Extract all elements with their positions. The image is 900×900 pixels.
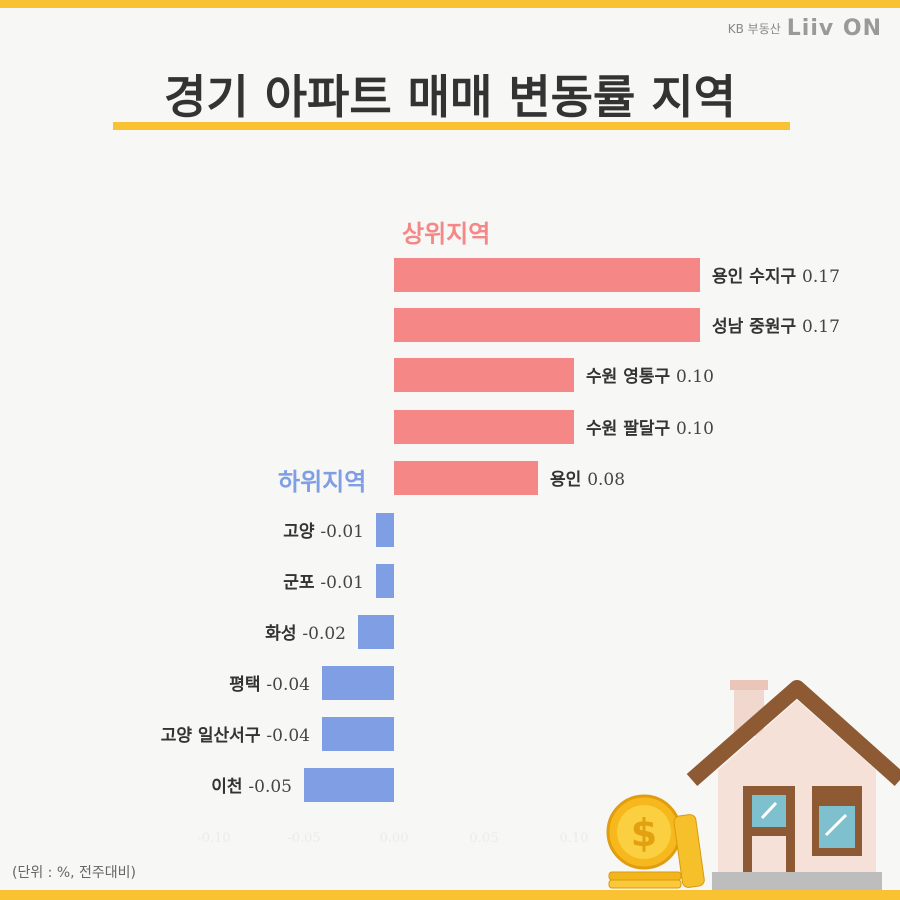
bar-label: 용인 0.08 (550, 470, 625, 490)
house-chimney-cap (730, 680, 768, 690)
value-label: 0.17 (802, 317, 840, 337)
bar (394, 461, 538, 495)
category-label: 성남 중원구 (712, 317, 802, 337)
house-roof (686, 680, 900, 787)
brand-logo: KB 부동산 Liiv ON (728, 16, 882, 41)
value-label: -0.04 (266, 675, 310, 695)
bar (322, 666, 394, 700)
value-label: -0.02 (302, 624, 346, 644)
bar-label: 이천 -0.05 (211, 777, 292, 797)
value-label: 0.17 (802, 267, 840, 287)
value-label: 0.10 (676, 419, 714, 439)
category-label: 이천 (211, 777, 248, 797)
bar-label: 고양 -0.01 (283, 522, 364, 542)
house-base (712, 872, 882, 890)
page-title: 경기 아파트 매매 변동률 지역 (164, 70, 736, 124)
brand-app: Liiv ON (786, 16, 882, 41)
category-label: 고양 일산서구 (161, 726, 267, 746)
x-tick-label: 0.00 (380, 831, 409, 846)
bar-label: 화성 -0.02 (265, 624, 346, 644)
value-label: 0.08 (587, 470, 625, 490)
door-shine (760, 801, 778, 820)
dollar-sign-icon: $ (631, 811, 657, 855)
value-label: -0.01 (320, 573, 364, 593)
bottom-accent-bar (0, 890, 900, 900)
bar-label: 고양 일산서구 -0.04 (161, 726, 310, 746)
bar (376, 564, 394, 598)
value-label: -0.01 (320, 522, 364, 542)
x-tick-label: 0.10 (560, 831, 589, 846)
window-shine (824, 813, 848, 837)
bar (376, 513, 394, 547)
category-label: 화성 (265, 624, 302, 644)
category-label: 고양 (283, 522, 320, 542)
bar-label: 수원 팔달구 0.10 (586, 418, 714, 439)
bar (304, 768, 394, 802)
x-tick-label: -0.10 (197, 831, 230, 846)
bar (358, 615, 394, 649)
brand-company: KB 부동산 (727, 22, 781, 36)
title-underline (113, 122, 790, 130)
value-label: -0.04 (266, 726, 310, 746)
category-label: 용인 수지구 (712, 267, 802, 287)
bar (394, 308, 700, 342)
category-label: 군포 (283, 573, 320, 593)
bar-label: 평택 -0.04 (229, 675, 310, 695)
coin-face (617, 805, 671, 859)
group-label-bottom: 하위지역 (278, 468, 366, 496)
coin-stack (608, 879, 682, 889)
category-label: 평택 (229, 675, 266, 695)
value-label: -0.05 (248, 777, 292, 797)
house-window-glass (819, 806, 855, 848)
group-label-top: 상위지역 (402, 220, 490, 248)
bar-label: 용인 수지구 0.17 (712, 267, 840, 287)
x-tick-label: 0.05 (470, 831, 499, 846)
unit-note: (단위 : %, 전주대비) (12, 865, 137, 881)
coin-stack (608, 871, 682, 881)
bar-label: 수원 영통구 0.10 (586, 367, 714, 387)
bar-label: 군포 -0.01 (283, 573, 364, 593)
coin-edge (673, 814, 705, 888)
category-label: 수원 팔달구 (586, 418, 676, 439)
bar-label: 성남 중원구 0.17 (712, 317, 840, 337)
bar (322, 717, 394, 751)
bar (394, 358, 574, 392)
category-label: 수원 영통구 (586, 367, 676, 387)
category-label: 용인 (550, 470, 587, 490)
x-tick-label: -0.05 (287, 831, 320, 846)
value-label: 0.10 (676, 367, 714, 387)
bar (394, 410, 574, 444)
top-accent-bar (0, 0, 900, 8)
bar (394, 258, 700, 292)
